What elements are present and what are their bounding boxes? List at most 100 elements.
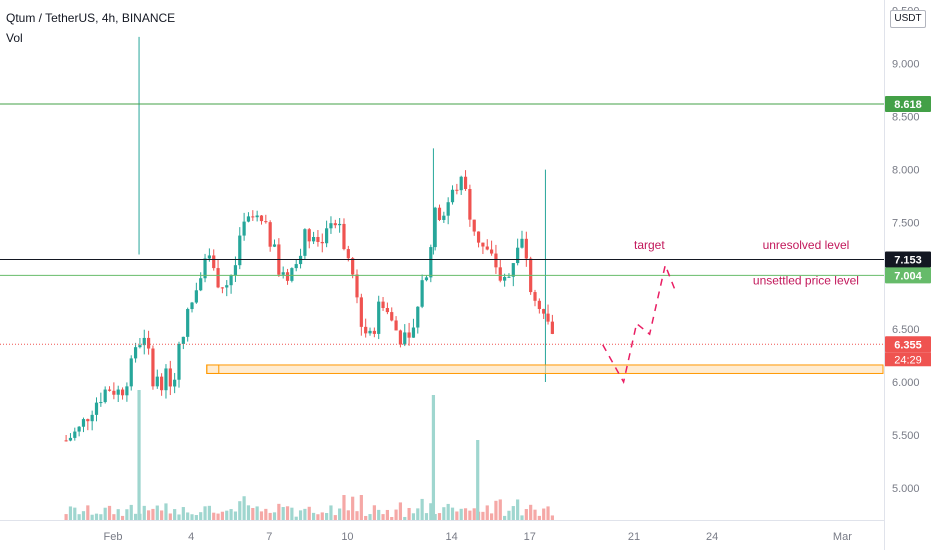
candle-body bbox=[216, 268, 220, 288]
volume-bar bbox=[216, 513, 220, 520]
volume-bar bbox=[207, 505, 211, 520]
candle-body bbox=[281, 272, 285, 275]
candle-body bbox=[450, 189, 455, 203]
volume-bar bbox=[112, 514, 116, 520]
symbol-title[interactable]: Qtum / TetherUS, 4h, BINANCE bbox=[6, 11, 176, 25]
volume-bar bbox=[155, 505, 159, 520]
volume-bar bbox=[137, 390, 141, 520]
candle-body bbox=[120, 389, 125, 396]
volume-bar bbox=[498, 499, 502, 520]
volume-bar bbox=[116, 509, 120, 520]
time-tick-label: 14 bbox=[446, 531, 458, 543]
volume-bar bbox=[190, 514, 194, 520]
price-tick-label: 5.500 bbox=[892, 430, 920, 442]
volume-bar bbox=[333, 515, 337, 520]
time-tick-label: 24 bbox=[706, 531, 718, 543]
candle-body bbox=[455, 189, 459, 191]
volume-bar bbox=[168, 513, 172, 520]
candle-body bbox=[325, 228, 329, 244]
candle-body bbox=[303, 229, 307, 256]
candle-body bbox=[459, 176, 463, 191]
volume-bar bbox=[411, 513, 416, 520]
volume-bar bbox=[129, 504, 133, 520]
candle-body bbox=[160, 376, 164, 391]
candle-body bbox=[329, 223, 333, 229]
volume-bar bbox=[351, 496, 355, 520]
volume-bar bbox=[94, 513, 99, 520]
volume-bar bbox=[433, 514, 437, 520]
candle-body bbox=[442, 215, 446, 220]
volume-bar bbox=[429, 503, 433, 520]
time-tick-label: Feb bbox=[104, 531, 123, 543]
volume-bar bbox=[86, 505, 90, 520]
volume-bar bbox=[503, 515, 507, 520]
time-tick-label: 4 bbox=[188, 531, 194, 543]
price-label-box bbox=[885, 251, 931, 268]
candle-body bbox=[151, 348, 155, 387]
candle-body bbox=[351, 258, 355, 275]
volume-bar bbox=[320, 512, 324, 520]
volume-bar bbox=[294, 516, 298, 520]
candle-body bbox=[333, 223, 337, 226]
candle-body bbox=[77, 426, 81, 432]
candle-body bbox=[177, 343, 181, 380]
volume-bar bbox=[520, 515, 524, 520]
chart-annotation: unsettled price level bbox=[753, 273, 859, 287]
volume-bar bbox=[325, 513, 329, 520]
volume-bar bbox=[203, 506, 207, 520]
candle-body bbox=[359, 297, 363, 327]
volume-bar bbox=[133, 513, 138, 520]
volume-bar bbox=[285, 506, 290, 520]
volume-bar bbox=[450, 507, 455, 520]
candle-body bbox=[320, 241, 324, 244]
volume-bar bbox=[272, 512, 277, 520]
volume-bar bbox=[550, 515, 554, 520]
price-label: 6.355 bbox=[894, 339, 922, 351]
volume-indicator-label[interactable]: Vol bbox=[6, 31, 23, 45]
candle-body bbox=[385, 307, 389, 313]
volume-bar bbox=[368, 514, 372, 520]
candle-body bbox=[86, 419, 90, 422]
volume-bar bbox=[455, 511, 459, 520]
candle-body bbox=[173, 379, 177, 387]
candle-body bbox=[364, 326, 368, 334]
volume-bar bbox=[431, 395, 436, 520]
volume-bar bbox=[407, 507, 411, 520]
volume-bar bbox=[459, 508, 463, 520]
candle-body bbox=[290, 268, 294, 281]
volume-bar bbox=[225, 510, 229, 520]
candle-body bbox=[533, 292, 537, 301]
volume-bar bbox=[329, 505, 333, 520]
candle-body bbox=[468, 189, 472, 220]
volume-bar bbox=[151, 508, 155, 520]
candle-body bbox=[181, 336, 185, 344]
candle-body bbox=[168, 368, 172, 387]
volume-bar bbox=[220, 511, 225, 520]
volume-bar bbox=[316, 514, 320, 520]
candle-body bbox=[199, 278, 203, 291]
candle-body bbox=[129, 358, 133, 387]
price-tick-label: 6.000 bbox=[892, 377, 920, 389]
candle-body bbox=[251, 216, 255, 218]
candle-body bbox=[264, 221, 268, 223]
volume-bar bbox=[238, 501, 242, 520]
volume-bar bbox=[246, 505, 251, 520]
candle-body bbox=[403, 332, 407, 345]
candle-body bbox=[524, 238, 528, 259]
volume-bar bbox=[311, 512, 316, 520]
time-tick-label: 10 bbox=[341, 531, 353, 543]
candle-body bbox=[194, 290, 198, 303]
price-label-box bbox=[885, 336, 931, 353]
volume-bar bbox=[385, 509, 389, 520]
candle-body bbox=[212, 255, 216, 269]
candle-body bbox=[476, 231, 481, 243]
volume-bar bbox=[533, 509, 537, 520]
time-tick-label: Mar bbox=[833, 531, 852, 543]
price-label: 7.153 bbox=[894, 255, 922, 267]
candle-body bbox=[503, 276, 507, 281]
candle-body bbox=[68, 437, 73, 441]
candle-body bbox=[550, 321, 554, 334]
currency-selector[interactable]: USDT bbox=[890, 10, 926, 28]
